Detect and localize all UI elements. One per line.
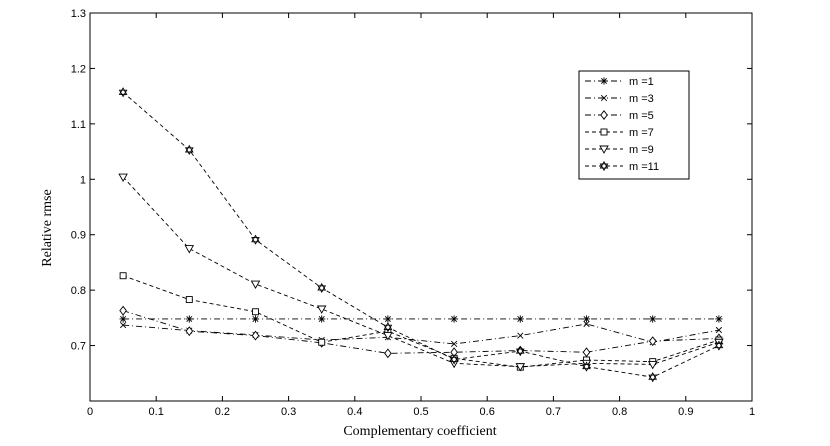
legend-label: m =7 [629,127,654,139]
x-tick-label: 0.9 [678,406,693,418]
y-tick-label: 1.2 [71,63,86,75]
x-tick-label: 0.8 [612,406,627,418]
x-tick-label: 0.2 [215,406,230,418]
legend-marker [599,145,609,154]
data-point [119,321,127,329]
y-tick-label: 1.1 [71,119,86,131]
legend-label: m =1 [629,76,654,88]
series-0 [119,315,723,323]
data-point [714,340,724,351]
data-point [450,340,458,348]
data-point [647,360,658,370]
data-point [384,315,392,323]
legend-marker [600,94,608,102]
series-group [118,87,724,383]
data-point [515,363,526,372]
data-point [250,280,261,289]
legend: m =1 m =3 m =5 m =7 m =9 m =11 [578,70,690,180]
data-point [516,315,524,323]
y-tick-label: 1.3 [71,8,86,20]
data-point [648,372,658,383]
data-point [317,282,327,294]
data-point [184,144,194,156]
axes: 0 0.1 0.2 0.3 0.4 0.5 0.6 0.7 0.8 0.9 1 0.7 0.8 0.9 1 1… [71,8,755,418]
legend-label: m =3 [629,93,654,105]
y-tick-label: 0.7 [71,341,86,353]
data-point [383,322,393,333]
data-point [119,272,127,280]
legend-item: m =7 [585,127,654,139]
data-point [118,87,128,98]
legend-item: m =3 [585,93,654,105]
x-tick-label: 0.1 [149,406,164,418]
legend-label: m =5 [629,110,654,122]
y-axis-title: Relative rmse [40,189,55,266]
data-point [582,315,591,323]
series-5 [118,87,724,383]
legend-marker [600,110,608,120]
legend-marker [599,160,609,172]
x-tick-label: 0.4 [347,406,362,418]
data-point [251,315,260,323]
legend-label: m =11 [629,161,659,173]
x-tick-label: 0.7 [546,406,561,418]
series-line [122,91,720,378]
data-point [252,308,259,316]
data-point [118,173,128,182]
data-point [582,361,591,372]
data-point [449,354,459,365]
data-point [649,315,657,323]
series-4 [118,173,724,372]
data-point [119,305,127,316]
legend-item: m =5 [585,110,654,122]
data-point [583,320,590,328]
data-point [384,348,392,359]
data-point [450,315,458,323]
data-point [318,315,326,323]
legend-label: m =9 [629,144,654,156]
data-point [251,330,260,341]
x-tick-label: 0.3 [281,406,296,418]
data-point [316,305,327,314]
data-point [383,332,393,341]
series-3 [119,272,723,371]
x-tick-label: 0.5 [413,406,428,418]
x-axis-title: Complementary coefficient [343,424,496,439]
series-line [122,176,720,368]
data-point [715,326,723,334]
series-line [123,323,719,345]
data-point [715,315,723,323]
data-point [251,234,260,245]
x-tick-label: 0.6 [480,406,495,418]
data-point [515,346,525,357]
legend-marker [600,128,608,136]
data-point [517,332,524,339]
y-tick-label: 0.8 [71,285,86,297]
legend-marker [600,77,608,85]
data-point [185,315,193,323]
y-tick-label: 0.9 [71,230,86,242]
legend-item: m =1 [585,76,654,88]
data-point [648,336,657,347]
x-tick-label: 0 [87,406,93,418]
legend-box [578,70,690,180]
data-point [318,338,326,346]
data-point [185,296,193,304]
legend-item: m =11 [585,160,659,173]
data-point [184,245,195,254]
data-point [582,347,591,358]
series-line [122,310,719,354]
data-point [119,315,127,323]
legend-item: m =9 [585,144,654,156]
data-point [185,326,194,337]
y-tick-label: 1 [80,174,86,186]
x-tick-label: 1 [749,406,755,418]
series-line [122,275,720,368]
